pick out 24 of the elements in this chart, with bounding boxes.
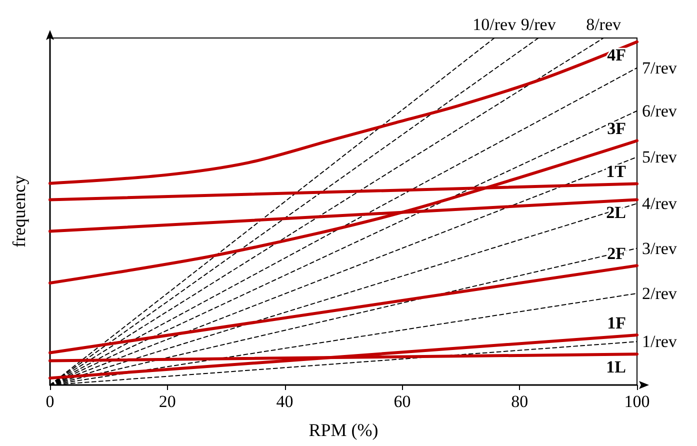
x-tick-label: 0	[46, 392, 54, 411]
y-axis-title: frequency	[9, 176, 29, 248]
series-label: 7/rev	[642, 58, 678, 78]
series-label: 1L	[606, 358, 626, 377]
series-label: 4F	[607, 45, 626, 64]
series-label: 5/rev	[642, 148, 678, 167]
series-label: 2/rev	[642, 284, 678, 303]
series-label: 9/rev	[520, 15, 556, 34]
series-label: 1F	[607, 314, 626, 333]
series-label: 1T	[606, 162, 627, 182]
x-tick-label: 100	[624, 392, 650, 411]
series-label: 4/rev	[642, 194, 678, 214]
series-label: 8/rev	[586, 15, 622, 34]
series-label: 3/rev	[642, 238, 678, 258]
series-label: 3F	[607, 119, 626, 138]
x-tick-label: 40	[276, 392, 294, 411]
x-tick-label: 80	[511, 392, 528, 411]
x-tick-label: 20	[158, 392, 176, 411]
series-label: 1/rev	[642, 332, 678, 352]
series-label: 10/rev	[472, 15, 517, 34]
series-label: 6/rev	[642, 101, 678, 120]
series-label: 2L	[606, 203, 626, 222]
x-axis-title: RPM (%)	[308, 420, 378, 440]
x-tick-label: 60	[394, 392, 411, 411]
